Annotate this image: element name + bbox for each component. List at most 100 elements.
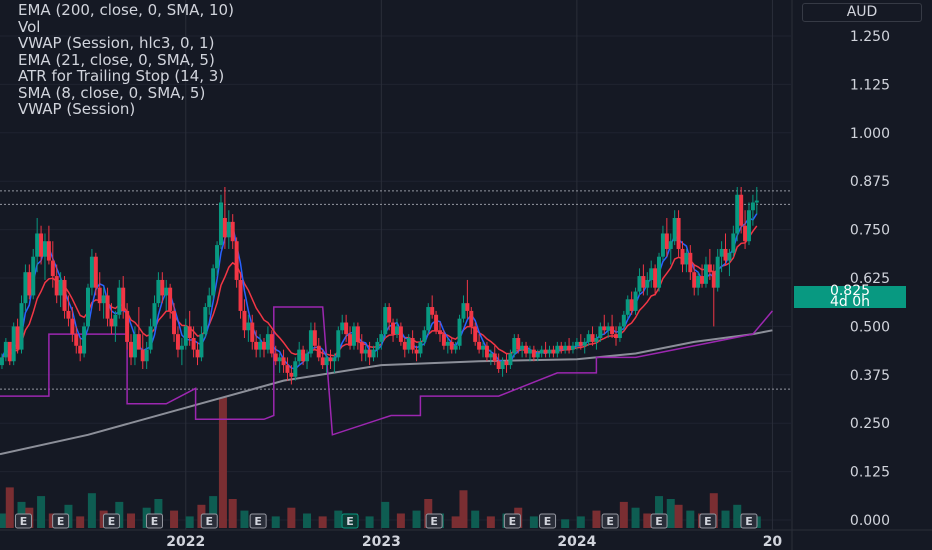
- volume-bar: [451, 516, 460, 528]
- candle-body: [555, 345, 560, 354]
- candle-body: [402, 341, 407, 350]
- candle-body: [246, 322, 251, 331]
- time-axis[interactable]: 2022 2023 2024 20: [166, 534, 782, 550]
- candle-body: [132, 334, 137, 358]
- candle-body: [250, 322, 255, 342]
- volume-bar: [170, 510, 179, 528]
- earnings-marker[interactable]: E: [699, 513, 717, 529]
- earnings-marker[interactable]: E: [249, 513, 267, 529]
- candle-body: [438, 330, 442, 335]
- volume-bar: [592, 510, 601, 528]
- indicator-ema200[interactable]: EMA (200, close, 0, SMA, 10): [18, 1, 234, 19]
- earnings-badge-letter: E: [151, 515, 159, 528]
- candle-body: [543, 349, 548, 354]
- dotted-levels: [0, 190, 792, 390]
- candle-body: [332, 357, 337, 362]
- indicator-sma8[interactable]: SMA (8, close, 0, SMA, 5): [18, 83, 206, 102]
- earnings-marker[interactable]: E: [341, 513, 359, 529]
- indicator-atr-trailing-stop[interactable]: ATR for Trailing Stop (14, 3): [18, 67, 225, 85]
- candle-body: [222, 217, 227, 238]
- earnings-marker[interactable]: E: [425, 513, 443, 529]
- candle-body: [418, 341, 423, 354]
- candle-body: [743, 225, 748, 242]
- candle-body: [254, 341, 259, 350]
- volume-bar: [271, 516, 280, 528]
- candle-body: [590, 334, 595, 342]
- indicator-vwap-hlc3[interactable]: VWAP (Session, hlc3, 0, 1): [18, 34, 215, 52]
- candle-body: [277, 357, 282, 362]
- candle-body: [301, 349, 306, 362]
- earnings-badge-bg: [52, 513, 70, 529]
- candle-body: [230, 221, 235, 242]
- earnings-marker[interactable]: E: [200, 513, 218, 529]
- candle-body: [434, 314, 439, 331]
- candle-body: [496, 361, 501, 369]
- earnings-marker[interactable]: E: [539, 513, 557, 529]
- indicator-ema21[interactable]: EMA (21, close, 0, SMA, 5): [18, 50, 215, 69]
- candle-body: [199, 334, 204, 358]
- earnings-badge-bg: [341, 513, 359, 529]
- volume-bars: [0, 397, 761, 528]
- y-tick-label: 1.125: [850, 77, 890, 93]
- volume-bar: [733, 504, 742, 528]
- candle-body: [19, 303, 24, 350]
- bar-countdown: 4d 0h: [829, 294, 871, 310]
- candle-body: [594, 338, 599, 342]
- x-tick-label: 2024: [557, 534, 596, 550]
- candle-body: [328, 357, 333, 362]
- candle-body: [559, 345, 564, 350]
- earnings-badge-letter: E: [704, 515, 712, 528]
- candlesticks: [0, 187, 759, 385]
- candle-body: [70, 318, 75, 335]
- earnings-badge-bg: [249, 513, 267, 529]
- earnings-marker[interactable]: E: [52, 513, 70, 529]
- earnings-marker[interactable]: E: [740, 513, 758, 529]
- candle-body: [187, 326, 192, 339]
- price-axis[interactable]: 1.7501.6251.5001.3751.2501.1251.0000.875…: [850, 0, 890, 529]
- candle-body: [406, 338, 411, 350]
- indicator-vwap-session[interactable]: VWAP (Session): [18, 100, 136, 118]
- earnings-badge-letter: E: [544, 515, 552, 528]
- earnings-badge-letter: E: [20, 515, 28, 528]
- candle-body: [676, 217, 681, 249]
- x-tick-label: 2022: [166, 534, 205, 550]
- volume-bar: [37, 496, 46, 528]
- volume-bar: [631, 507, 640, 528]
- earnings-marker[interactable]: E: [145, 513, 163, 529]
- candle-body: [637, 276, 642, 292]
- candle-body: [242, 310, 247, 331]
- earnings-marker[interactable]: E: [14, 513, 32, 529]
- earnings-marker[interactable]: E: [650, 513, 668, 529]
- volume-bar: [412, 510, 421, 528]
- candle-body: [86, 287, 90, 327]
- volume-bar: [185, 516, 194, 528]
- candle-body: [183, 326, 188, 346]
- candle-body: [645, 279, 650, 288]
- volume-bar: [471, 510, 480, 528]
- earnings-marker[interactable]: E: [601, 513, 619, 529]
- candle-body: [3, 341, 8, 358]
- indicator-vol[interactable]: Vol: [18, 17, 41, 36]
- candle-body: [414, 349, 419, 354]
- candle-body: [238, 279, 243, 311]
- candle-body: [152, 303, 157, 327]
- candle-body: [168, 287, 173, 311]
- earnings-marker[interactable]: E: [503, 513, 521, 529]
- candle-body: [481, 345, 486, 350]
- volume-bar: [459, 490, 468, 528]
- candle-body: [97, 287, 102, 304]
- earnings-marker[interactable]: E: [102, 513, 120, 529]
- candle-body: [211, 268, 216, 296]
- last-price-value: 0.825: [829, 283, 871, 299]
- y-tick-label: 1.000: [850, 126, 890, 142]
- volume-bar: [643, 513, 652, 528]
- x-tick-label: 20: [763, 534, 783, 550]
- candle-body: [363, 349, 368, 354]
- candle-body: [614, 334, 618, 339]
- candle-body: [101, 295, 106, 304]
- ema200-line: [0, 329, 773, 456]
- candle-body: [0, 357, 4, 366]
- currency-selector[interactable]: AUD: [802, 3, 922, 22]
